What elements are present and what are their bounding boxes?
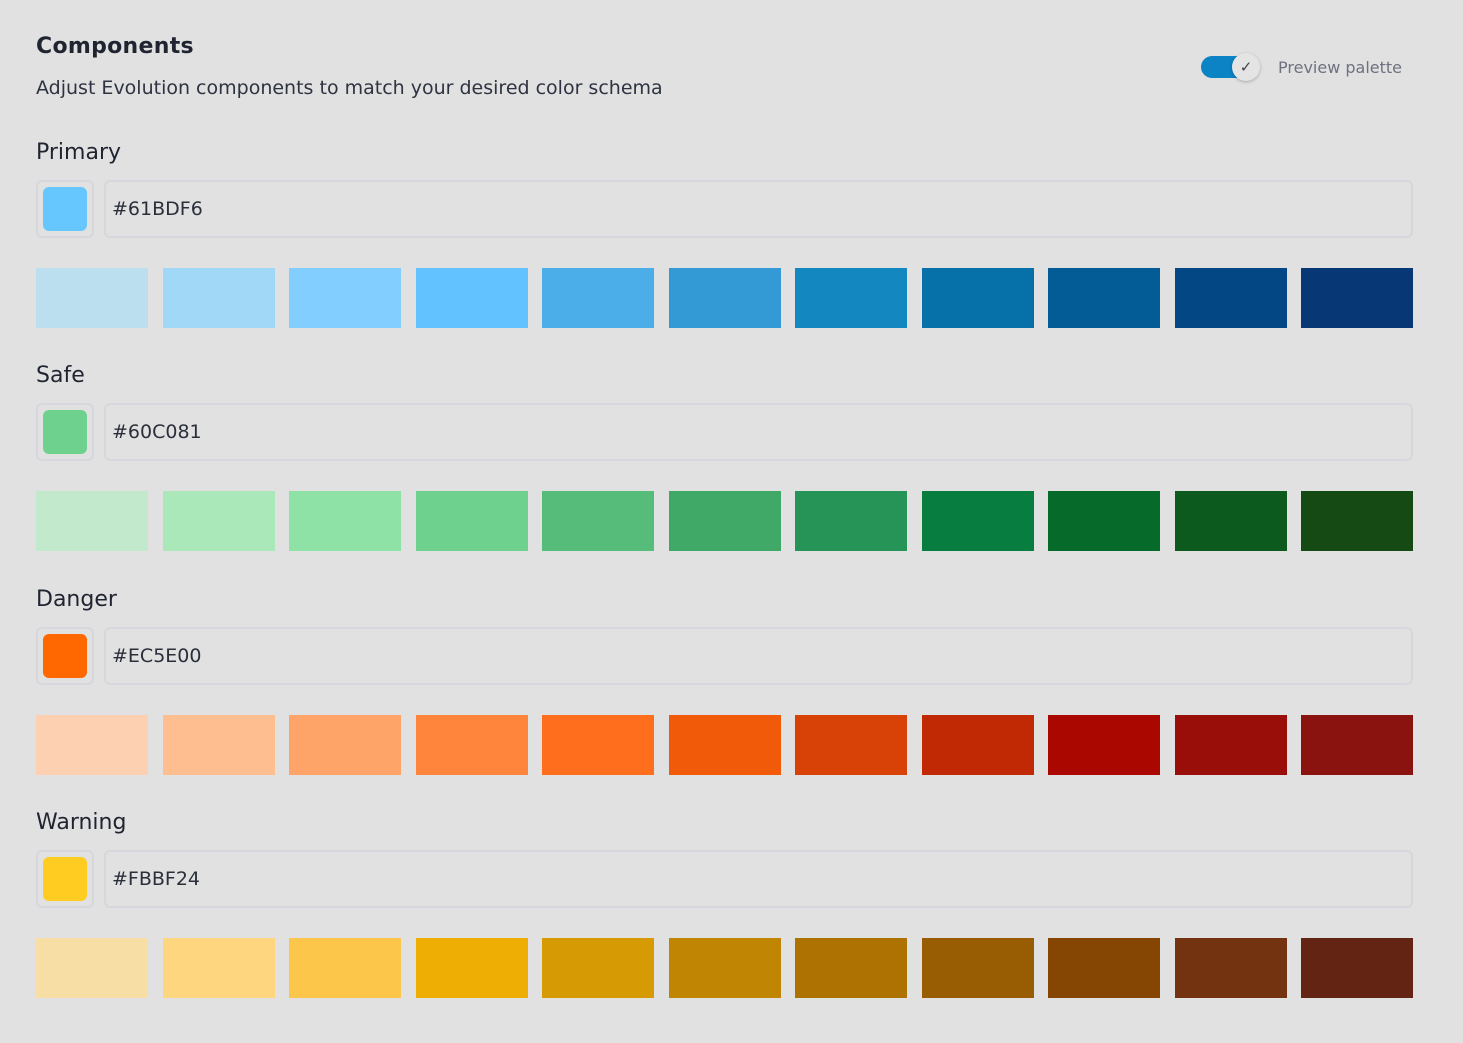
shade-swatch[interactable] <box>668 715 781 775</box>
shade-swatch[interactable] <box>1174 268 1287 328</box>
shade-swatch[interactable] <box>36 715 148 775</box>
palette-label: Danger <box>36 587 117 612</box>
check-icon: ✓ <box>1239 58 1253 76</box>
shade-swatch[interactable] <box>1174 715 1287 775</box>
shade-swatch[interactable] <box>921 491 1034 551</box>
shade-swatch[interactable] <box>36 268 148 328</box>
shade-swatch[interactable] <box>162 268 275 328</box>
color-picker-button[interactable] <box>36 180 94 238</box>
palette-section-danger: Danger #EC5E00 <box>36 585 1413 775</box>
shade-swatch[interactable] <box>415 715 528 775</box>
shade-swatch[interactable] <box>1048 268 1160 328</box>
color-swatch <box>43 187 87 231</box>
color-swatch <box>43 857 87 901</box>
shade-swatch[interactable] <box>795 491 907 551</box>
shade-swatch[interactable] <box>36 491 148 551</box>
hex-input[interactable]: #61BDF6 <box>104 180 1413 238</box>
shade-swatch[interactable] <box>1301 491 1413 551</box>
shade-swatch[interactable] <box>795 715 907 775</box>
shade-swatch[interactable] <box>921 715 1034 775</box>
hex-input[interactable]: #EC5E00 <box>104 627 1413 685</box>
shade-row <box>36 268 1413 328</box>
shade-swatch[interactable] <box>289 491 401 551</box>
shade-swatch[interactable] <box>1048 491 1160 551</box>
shade-swatch[interactable] <box>668 491 781 551</box>
shade-swatch[interactable] <box>542 938 654 998</box>
shade-swatch[interactable] <box>1048 715 1160 775</box>
preview-palette-toggle[interactable]: ✓ <box>1201 53 1260 81</box>
shade-swatch[interactable] <box>415 268 528 328</box>
palette-section-safe: Safe #60C081 <box>36 361 1413 551</box>
shade-swatch[interactable] <box>289 268 401 328</box>
shade-swatch[interactable] <box>289 715 401 775</box>
shade-swatch[interactable] <box>1174 491 1287 551</box>
page-subtitle: Adjust Evolution components to match you… <box>36 77 663 99</box>
color-swatch <box>43 634 87 678</box>
hex-input[interactable]: #FBBF24 <box>104 850 1413 908</box>
shade-swatch[interactable] <box>1048 938 1160 998</box>
shade-swatch[interactable] <box>921 268 1034 328</box>
palette-label: Safe <box>36 363 85 388</box>
preview-palette-toggle-group: ✓ Preview palette <box>1201 53 1402 81</box>
color-picker-button[interactable] <box>36 850 94 908</box>
shade-swatch[interactable] <box>795 938 907 998</box>
page-title: Components <box>36 34 194 59</box>
shade-swatch[interactable] <box>668 268 781 328</box>
palette-label: Warning <box>36 810 127 835</box>
shade-swatch[interactable] <box>162 491 275 551</box>
palette-section-primary: Primary #61BDF6 <box>36 138 1413 328</box>
shade-swatch[interactable] <box>162 715 275 775</box>
shade-swatch[interactable] <box>795 268 907 328</box>
shade-row <box>36 491 1413 551</box>
shade-swatch[interactable] <box>542 268 654 328</box>
shade-swatch[interactable] <box>921 938 1034 998</box>
shade-swatch[interactable] <box>1301 938 1413 998</box>
shade-swatch[interactable] <box>542 715 654 775</box>
shade-swatch[interactable] <box>415 938 528 998</box>
shade-swatch[interactable] <box>415 491 528 551</box>
palette-label: Primary <box>36 140 122 165</box>
shade-row <box>36 938 1413 998</box>
shade-swatch[interactable] <box>668 938 781 998</box>
color-swatch <box>43 410 87 454</box>
preview-palette-label: Preview palette <box>1278 57 1403 77</box>
shade-swatch[interactable] <box>289 938 401 998</box>
hex-input[interactable]: #60C081 <box>104 403 1413 461</box>
shade-swatch[interactable] <box>1301 268 1413 328</box>
toggle-knob: ✓ <box>1232 53 1260 81</box>
shade-swatch[interactable] <box>1301 715 1413 775</box>
shade-row <box>36 715 1413 775</box>
palette-section-warning: Warning #FBBF24 <box>36 808 1413 998</box>
shade-swatch[interactable] <box>1174 938 1287 998</box>
color-picker-button[interactable] <box>36 627 94 685</box>
shade-swatch[interactable] <box>36 938 148 998</box>
shade-swatch[interactable] <box>542 491 654 551</box>
color-picker-button[interactable] <box>36 403 94 461</box>
shade-swatch[interactable] <box>162 938 275 998</box>
